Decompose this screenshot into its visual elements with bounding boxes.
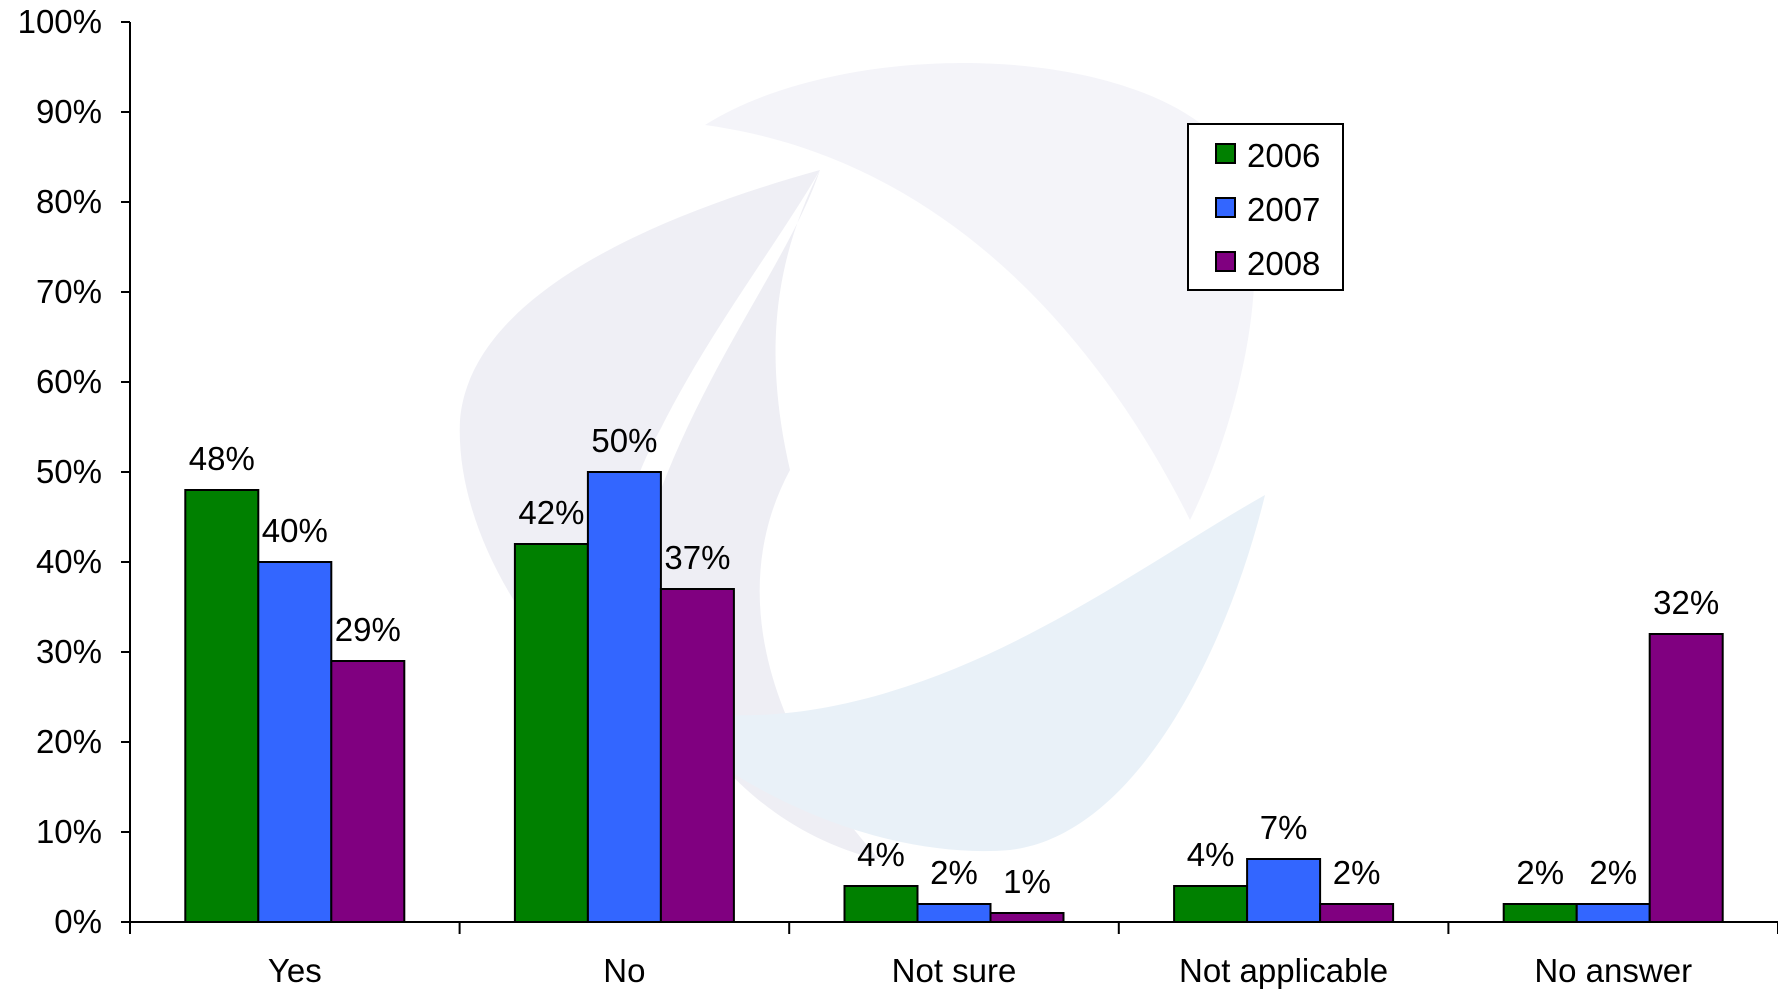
- bar: [843, 885, 919, 923]
- bar: [1246, 858, 1322, 923]
- bar: [257, 561, 333, 923]
- data-label: 2%: [1589, 854, 1637, 891]
- bar: [989, 912, 1065, 923]
- y-tick-label: 100%: [18, 3, 102, 40]
- x-category-label: No: [603, 952, 645, 989]
- y-tick-label: 80%: [36, 183, 102, 220]
- data-label: 7%: [1260, 809, 1308, 846]
- y-tick-label: 0%: [54, 903, 102, 940]
- data-label: 50%: [591, 422, 657, 459]
- legend-label: 2006: [1247, 137, 1320, 174]
- data-label: 2%: [930, 854, 978, 891]
- y-tick-label: 10%: [36, 813, 102, 850]
- y-tick-label: 60%: [36, 363, 102, 400]
- data-label: 4%: [857, 836, 905, 873]
- legend-label: 2008: [1247, 245, 1320, 282]
- y-tick-label: 70%: [36, 273, 102, 310]
- data-label: 48%: [189, 440, 255, 477]
- bar: [1319, 903, 1395, 923]
- x-category-label: Not sure: [892, 952, 1017, 989]
- data-label: 29%: [335, 611, 401, 648]
- bar: [659, 588, 735, 923]
- bar: [586, 471, 662, 923]
- bar: [1173, 885, 1249, 923]
- bar: [513, 543, 589, 923]
- x-category-label: Not applicable: [1179, 952, 1388, 989]
- bar: [1502, 903, 1578, 923]
- data-label: 4%: [1187, 836, 1235, 873]
- data-label: 2%: [1516, 854, 1564, 891]
- x-category-label: Yes: [268, 952, 322, 989]
- data-label: 40%: [262, 512, 328, 549]
- legend-label: 2007: [1247, 191, 1320, 228]
- data-label: 1%: [1003, 863, 1051, 900]
- bar: [916, 903, 992, 923]
- bar: [330, 660, 406, 923]
- legend-swatch: [1215, 197, 1236, 218]
- data-label: 42%: [518, 494, 584, 531]
- legend-swatch: [1215, 251, 1236, 272]
- data-label: 37%: [664, 539, 730, 576]
- bar: [1575, 903, 1651, 923]
- y-tick-label: 30%: [36, 633, 102, 670]
- y-tick-label: 20%: [36, 723, 102, 760]
- y-tick-label: 40%: [36, 543, 102, 580]
- legend-swatch: [1215, 143, 1236, 164]
- bar: [184, 489, 260, 923]
- data-label: 2%: [1333, 854, 1381, 891]
- y-tick-label: 50%: [36, 453, 102, 490]
- bar: [1648, 633, 1724, 923]
- x-category-label: No answer: [1534, 952, 1692, 989]
- data-label: 32%: [1653, 584, 1719, 621]
- legend-box: [1187, 123, 1344, 291]
- y-tick-label: 90%: [36, 93, 102, 130]
